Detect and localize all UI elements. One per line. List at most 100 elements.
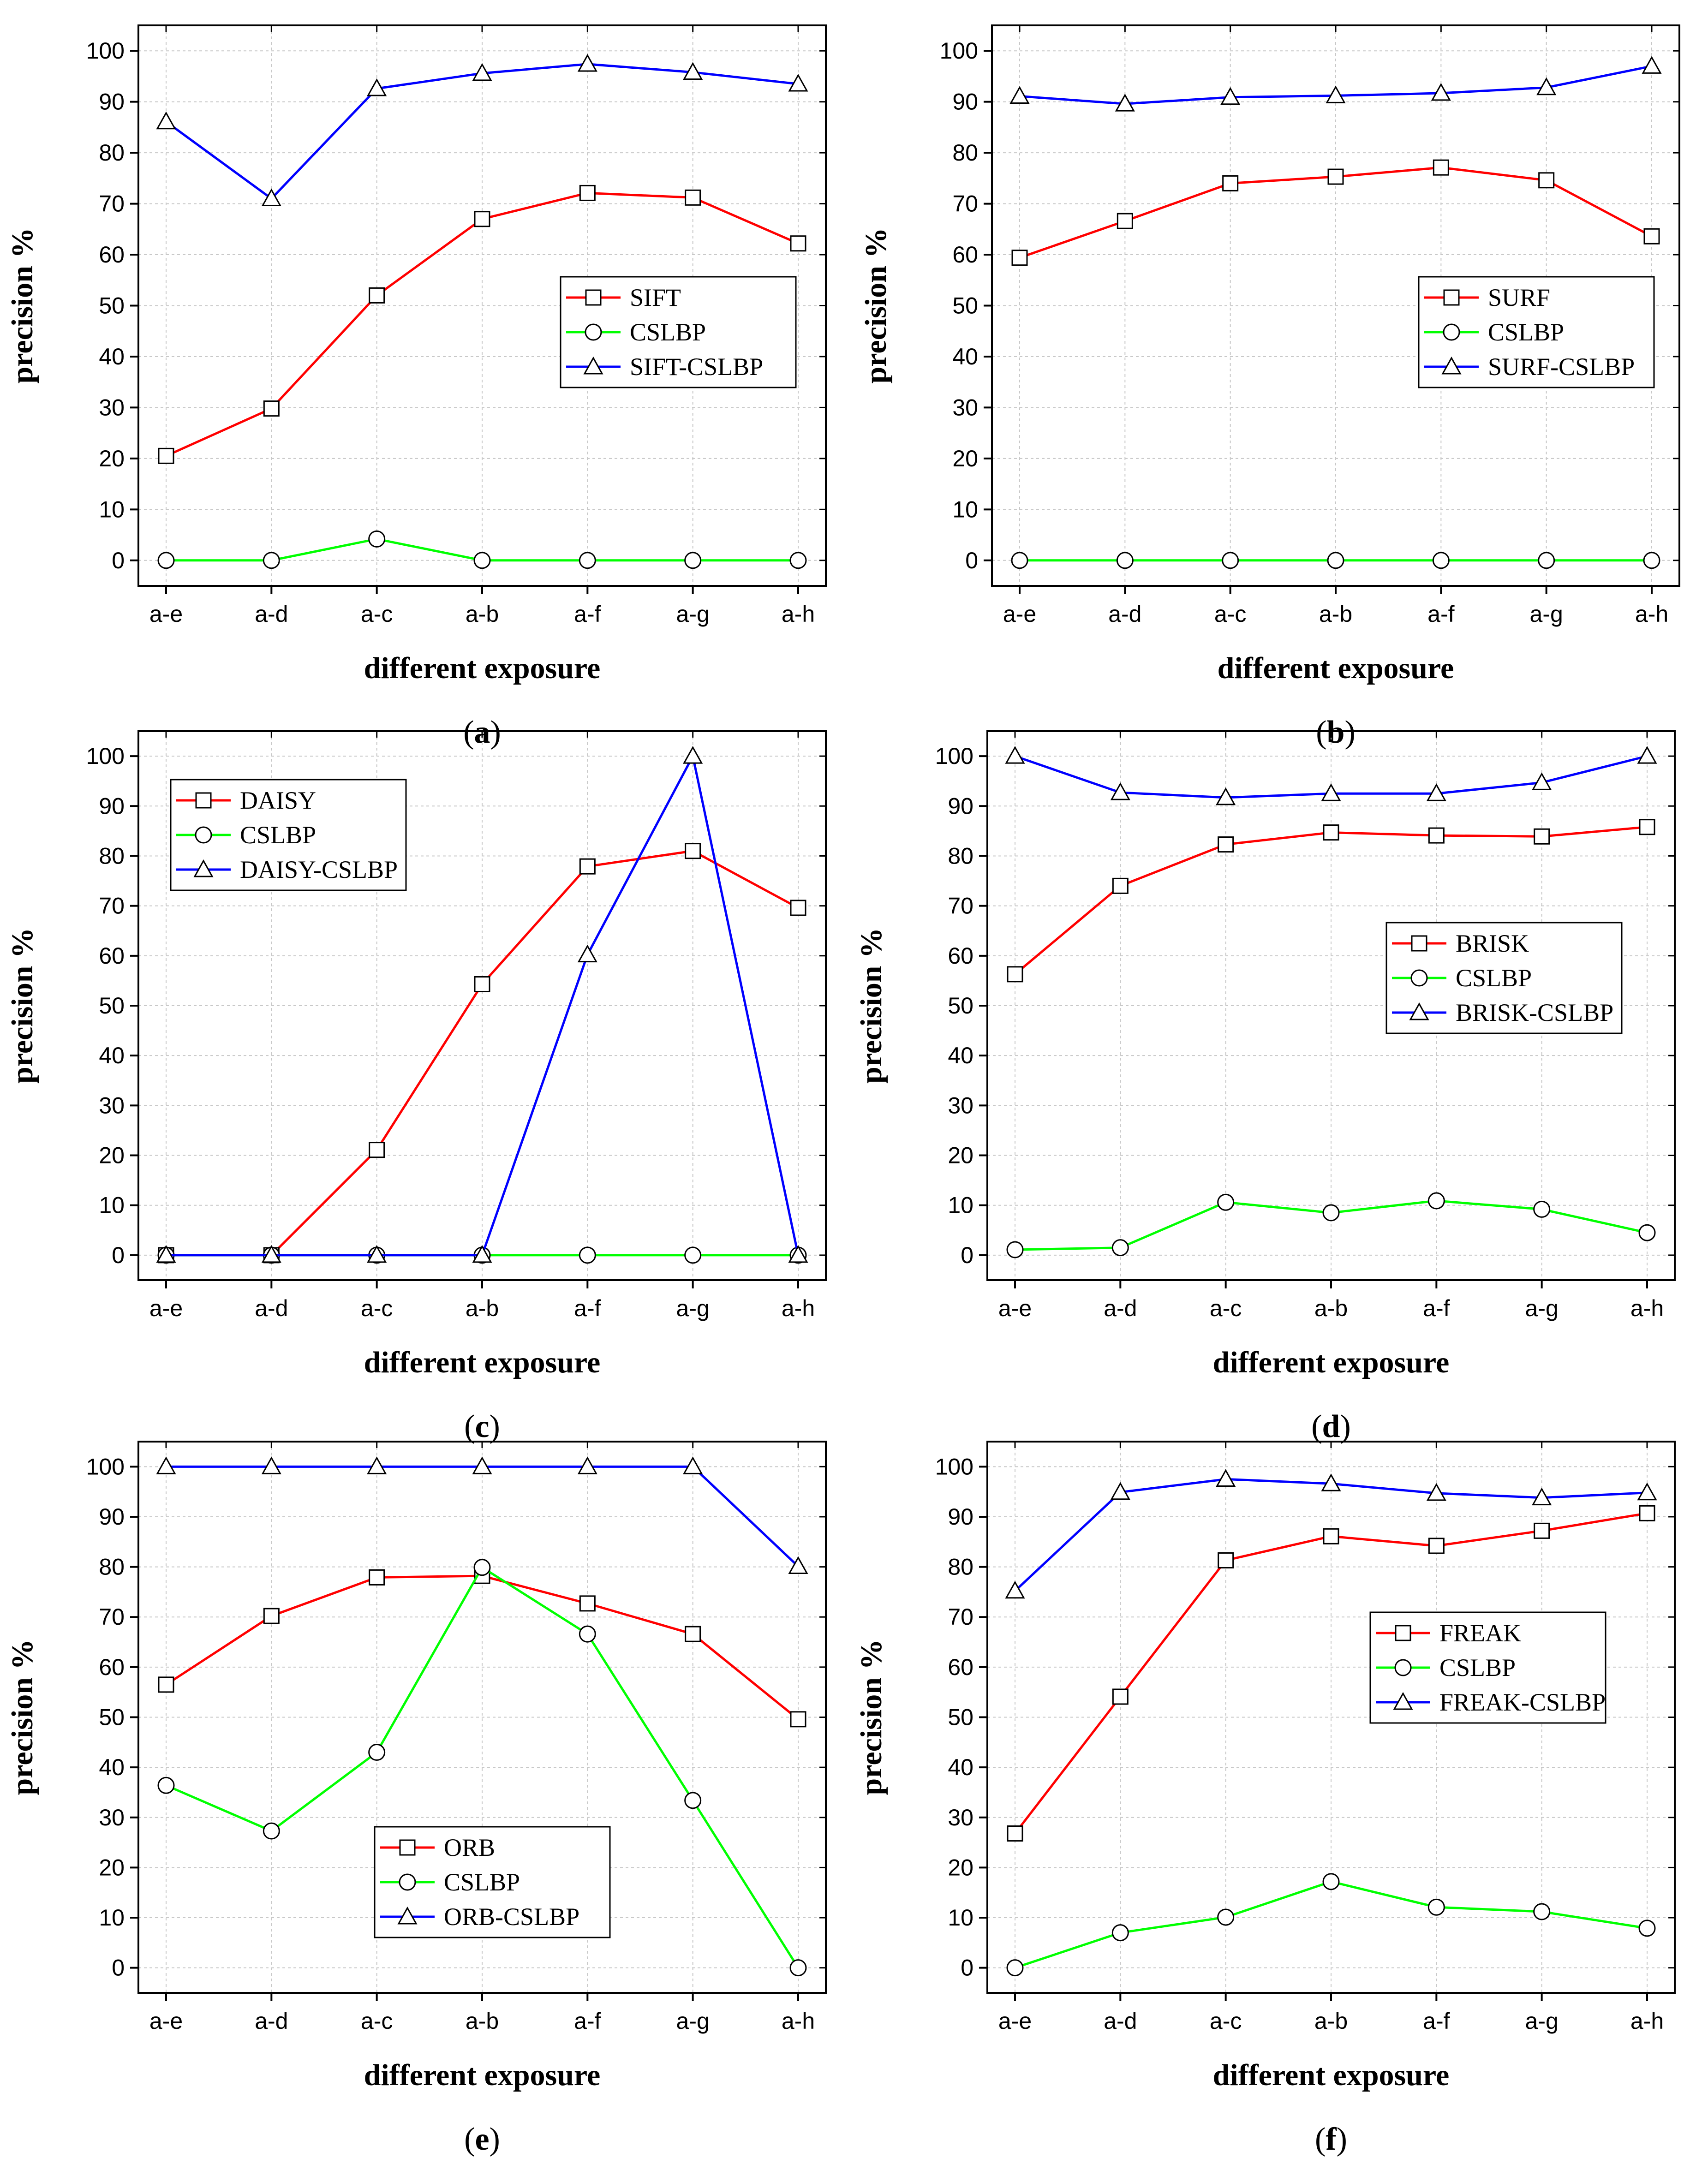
panel-caption: (d): [1311, 1409, 1351, 1444]
x-tick-label: a-f: [1427, 601, 1454, 627]
x-tick-label: a-h: [782, 601, 815, 627]
data-point: [156, 1245, 176, 1263]
x-axis-label: different exposure: [364, 1346, 601, 1379]
data-point: [1321, 1473, 1341, 1491]
legend: DAISY CSLBP DAISY-CSLBP: [170, 779, 407, 891]
y-tick-label: 10: [952, 496, 978, 522]
data-point: [577, 1456, 597, 1474]
data-point: [1427, 1192, 1445, 1210]
panel-caption: (e): [464, 2122, 500, 2157]
x-tick-label: a-e: [998, 1295, 1032, 1321]
data-point: [788, 73, 808, 92]
data-point: [263, 400, 280, 417]
y-axis-label: precision %: [854, 1639, 888, 1795]
data-point: [788, 1245, 808, 1263]
chart-panel-b: 0 10 20 30 40 50 60 70 80 90 100 a-e a-d a-c a-b a-f a-g…: [859, 24, 1680, 750]
data-point: [1538, 172, 1555, 189]
data-point: [1637, 746, 1657, 764]
x-tick-label: a-h: [1630, 1295, 1664, 1321]
legend-entry: ORB-CSLBP: [444, 1903, 579, 1931]
data-point: [263, 1822, 280, 1840]
data-point: [367, 1245, 387, 1263]
legend-marker: [399, 1873, 416, 1891]
data-point: [1321, 783, 1341, 801]
data-point: [1322, 1873, 1340, 1890]
y-tick-label: 80: [948, 843, 973, 869]
chart-panel-f: 0 10 20 30 40 50 60 70 80 90 100 a-e a-d a-c a-b a-f a-g…: [854, 1441, 1676, 2157]
legend-marker: [1409, 1002, 1429, 1020]
x-tick-label: a-e: [149, 1295, 183, 1321]
y-tick-label: 30: [948, 1805, 973, 1830]
y-tick-label: 90: [948, 793, 973, 819]
legend-marker: [1410, 969, 1428, 987]
series-freak-cslbp: [1005, 1469, 1657, 1599]
x-tick-label: a-b: [1319, 601, 1352, 627]
legend-marker: [1393, 1692, 1413, 1710]
data-point: [263, 1608, 280, 1624]
legend-entry: DAISY-CSLBP: [240, 856, 398, 883]
x-tick-label: a-b: [466, 1295, 499, 1321]
data-point: [1220, 87, 1241, 105]
y-tick-label: 80: [948, 1554, 973, 1580]
data-point: [1426, 783, 1446, 801]
y-tick-label: 0: [961, 1242, 973, 1268]
y-tick-label: 50: [948, 1705, 973, 1730]
data-point: [1216, 1469, 1236, 1487]
data-point: [579, 1625, 596, 1643]
data-point: [685, 843, 701, 859]
legend-marker: [399, 1839, 416, 1856]
y-tick-label: 60: [948, 1654, 973, 1680]
data-point: [789, 1959, 807, 1977]
legend-marker: [397, 1906, 418, 1925]
data-point: [1112, 877, 1129, 894]
x-tick-label: a-e: [149, 2008, 183, 2034]
y-tick-label: 60: [99, 242, 125, 268]
y-tick-label: 60: [99, 943, 125, 969]
data-point: [684, 552, 702, 569]
data-point: [1639, 1505, 1655, 1521]
data-point: [684, 1246, 702, 1264]
x-tick-label: a-d: [255, 601, 288, 627]
caption-letter: c: [475, 1409, 489, 1444]
x-tick-label: a-b: [1314, 1295, 1348, 1321]
legend-entry: SURF: [1488, 284, 1550, 311]
x-tick-label: a-f: [574, 601, 601, 627]
y-tick-label: 20: [99, 1854, 125, 1880]
data-point: [577, 944, 597, 963]
data-point: [683, 62, 703, 80]
data-point: [473, 552, 491, 569]
y-tick-label: 80: [99, 1554, 125, 1580]
y-tick-label: 10: [948, 1905, 973, 1931]
x-tick-label: a-c: [361, 2008, 393, 2034]
y-tick-label: 40: [99, 1043, 125, 1068]
x-tick-label: a-f: [574, 1295, 601, 1321]
y-tick-label: 50: [952, 293, 978, 319]
data-point: [1011, 552, 1028, 569]
data-point: [1532, 772, 1552, 790]
y-tick-label: 30: [99, 394, 125, 420]
y-tick-label: 10: [948, 1192, 973, 1218]
y-tick-label: 50: [99, 1705, 125, 1730]
y-tick-label: 20: [99, 1143, 125, 1168]
caption-close-paren: ): [490, 2122, 500, 2157]
y-tick-label: 90: [948, 1504, 973, 1530]
legend-entry: SIFT-CSLBP: [630, 353, 763, 381]
legend-entry: CSLBP: [240, 821, 316, 849]
data-point: [1643, 228, 1660, 244]
caption-close-paren: ): [1337, 2122, 1347, 2157]
data-point: [158, 447, 174, 464]
legend-entry: CSLBP: [630, 318, 706, 346]
series-sift: [158, 185, 806, 464]
legend-entry: BRISK-CSLBP: [1456, 999, 1613, 1026]
x-tick-label: a-e: [149, 601, 183, 627]
data-point: [261, 188, 281, 207]
y-tick-label: 100: [940, 38, 978, 64]
data-point: [369, 1569, 385, 1586]
y-tick-label: 60: [948, 943, 973, 969]
y-tick-label: 100: [935, 743, 973, 769]
y-tick-label: 70: [99, 893, 125, 919]
caption-open-paren: (: [464, 2122, 475, 2157]
panel-caption: (a): [463, 715, 501, 750]
y-tick-label: 70: [952, 191, 978, 217]
y-tick-label: 90: [99, 793, 125, 819]
